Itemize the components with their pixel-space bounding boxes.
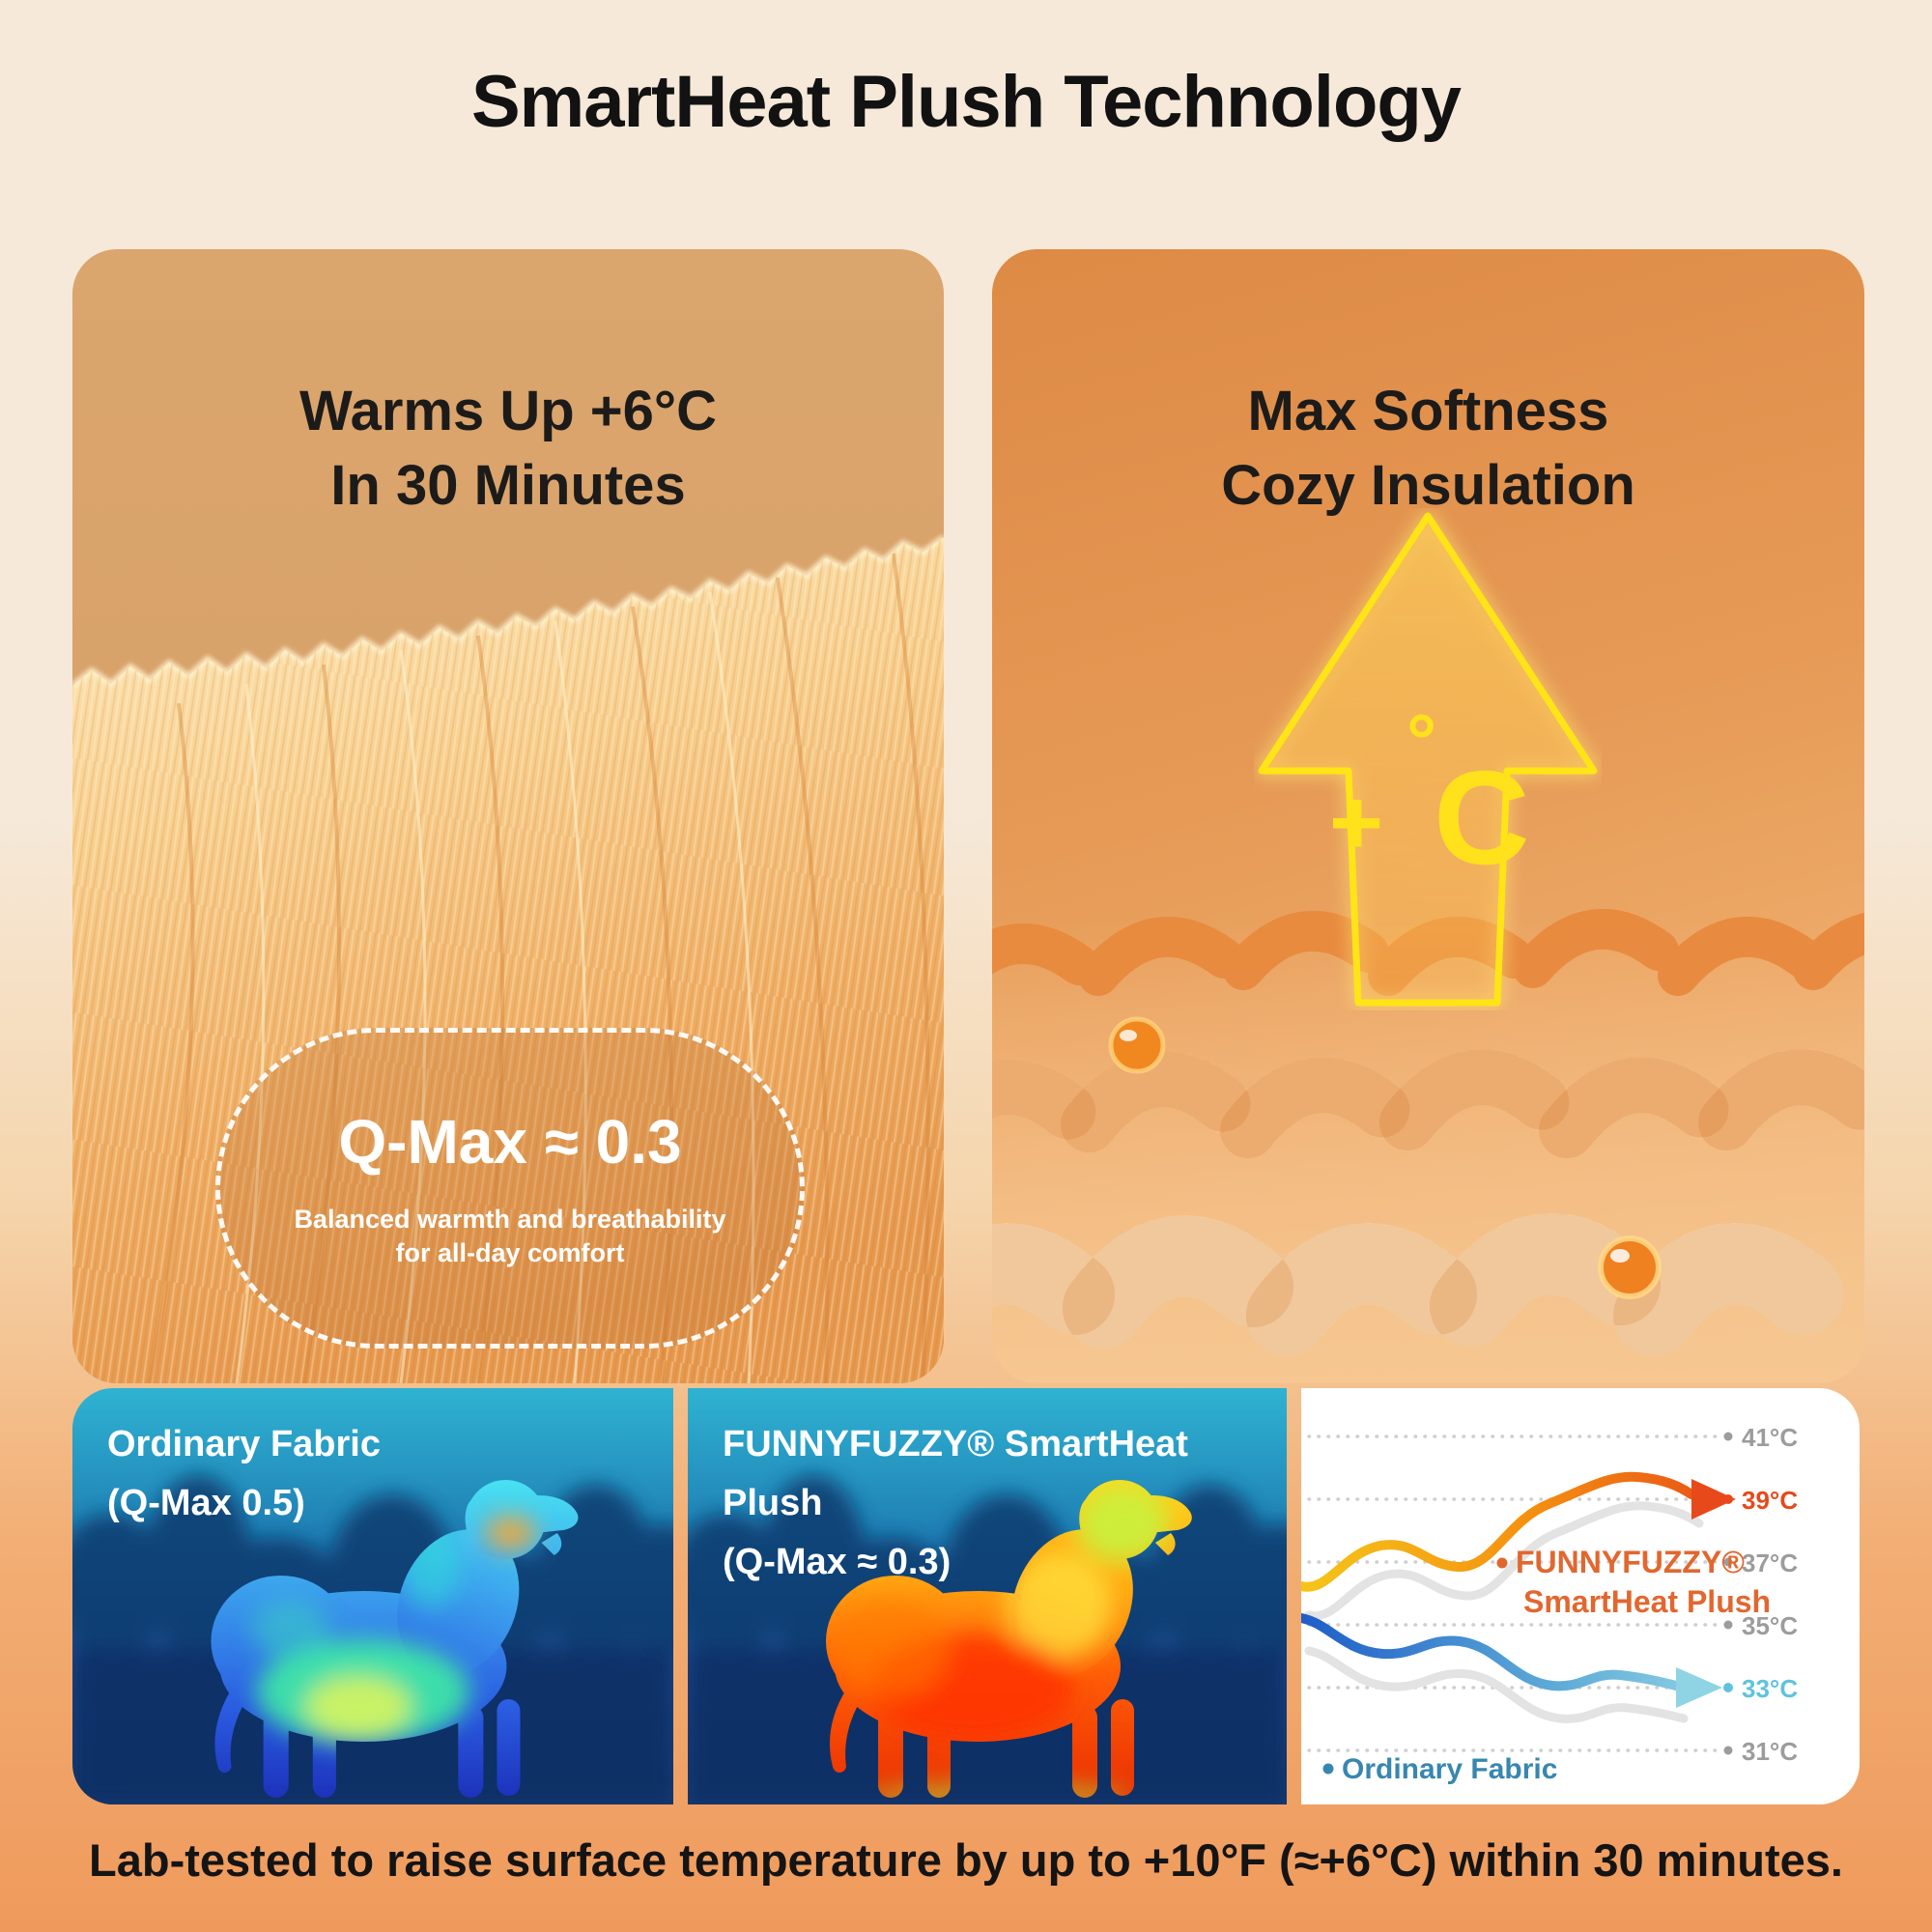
ordinary-curve bbox=[1301, 1613, 1681, 1691]
thermal-smartheat-label-line1: FUNNYFUZZY® SmartHeat Plush bbox=[723, 1424, 1188, 1523]
qmax-badge: Q-Max ≈ 0.3 Balanced warmth and breathab… bbox=[215, 1028, 805, 1349]
smartheat-arrowhead-icon bbox=[1691, 1479, 1736, 1520]
thermal-dog-cold-graphic bbox=[72, 1388, 673, 1804]
fur-heading-line1: Warms Up +6°C bbox=[299, 380, 717, 442]
tick-dots bbox=[1723, 1432, 1733, 1755]
tick-39c: 39°C bbox=[1742, 1486, 1798, 1515]
arrow-celsius-letter: C bbox=[1434, 744, 1530, 893]
qmax-sub-line1: Balanced warmth and breathability bbox=[294, 1204, 726, 1234]
fur-panel: Warms Up +6°C In 30 Minutes bbox=[72, 249, 944, 1383]
qmax-value: Q-Max ≈ 0.3 bbox=[338, 1106, 682, 1177]
temp-rise-arrow-icon: + ° C bbox=[1258, 512, 1598, 1007]
tick-33c: 33°C bbox=[1742, 1674, 1798, 1703]
thermal-ordinary-label-line1: Ordinary Fabric bbox=[107, 1424, 381, 1464]
legend-smartheat-line2: SmartHeat Plush bbox=[1523, 1584, 1771, 1619]
fiber-panel: Max Softness Cozy Insulation bbox=[992, 249, 1864, 1383]
ordinary-arrowhead-icon bbox=[1676, 1667, 1722, 1708]
thermal-dog-warm-graphic bbox=[688, 1388, 1287, 1804]
legend-ordinary-label: Ordinary Fabric bbox=[1342, 1753, 1557, 1785]
ghost-curves bbox=[1304, 1501, 1704, 1723]
lab-test-caption: Lab-tested to raise surface temperature … bbox=[89, 1834, 1843, 1886]
fiber-heading-line2: Cozy Insulation bbox=[1221, 453, 1635, 517]
fur-panel-heading: Warms Up +6°C In 30 Minutes bbox=[72, 375, 944, 523]
temp-chart-graphic: 41°C 39°C 37°C 35°C 33°C 31°C FUNNYFUZZY… bbox=[1301, 1423, 1798, 1785]
fiber-heading-line1: Max Softness bbox=[1247, 380, 1609, 442]
legend-smartheat: FUNNYFUZZY® SmartHeat Plush bbox=[1496, 1545, 1771, 1619]
thermal-smartheat-panel: FUNNYFUZZY® SmartHeat Plush (Q-Max ≈ 0.3… bbox=[688, 1388, 1287, 1804]
thermal-ordinary-label: Ordinary Fabric (Q-Max 0.5) bbox=[107, 1415, 381, 1533]
temperature-chart-panel: 41°C 39°C 37°C 35°C 33°C 31°C FUNNYFUZZY… bbox=[1301, 1388, 1860, 1804]
fiber-texture-front-graphic bbox=[992, 1213, 1844, 1356]
tick-31c: 31°C bbox=[1742, 1737, 1798, 1766]
qmax-sub-line2: for all-day comfort bbox=[395, 1238, 625, 1267]
qmax-subtext: Balanced warmth and breathability for al… bbox=[294, 1203, 725, 1270]
tick-37c: 37°C bbox=[1742, 1548, 1798, 1577]
thermal-smartheat-label-line2: (Q-Max ≈ 0.3) bbox=[723, 1541, 952, 1582]
thermal-ordinary-label-line2: (Q-Max 0.5) bbox=[107, 1482, 305, 1523]
legend-smartheat-line1: FUNNYFUZZY® bbox=[1516, 1545, 1745, 1579]
page-title: SmartHeat Plush Technology bbox=[470, 61, 1462, 143]
thermal-smartheat-label: FUNNYFUZZY® SmartHeat Plush (Q-Max ≈ 0.3… bbox=[723, 1415, 1287, 1591]
thermal-ordinary-panel: Ordinary Fabric (Q-Max 0.5) bbox=[72, 1388, 673, 1804]
tick-35c: 35°C bbox=[1742, 1611, 1798, 1640]
tick-labels: 41°C 39°C 37°C 35°C 33°C 31°C bbox=[1742, 1423, 1798, 1766]
fiber-panel-heading: Max Softness Cozy Insulation bbox=[992, 375, 1864, 523]
smartheat-curve bbox=[1301, 1471, 1696, 1592]
arrow-plus-sign: + bbox=[1329, 771, 1383, 874]
legend-ordinary: Ordinary Fabric bbox=[1322, 1753, 1557, 1785]
tick-41c: 41°C bbox=[1742, 1423, 1798, 1452]
arrow-degree-sign: ° bbox=[1406, 698, 1436, 783]
fur-heading-line2: In 30 Minutes bbox=[330, 453, 686, 517]
